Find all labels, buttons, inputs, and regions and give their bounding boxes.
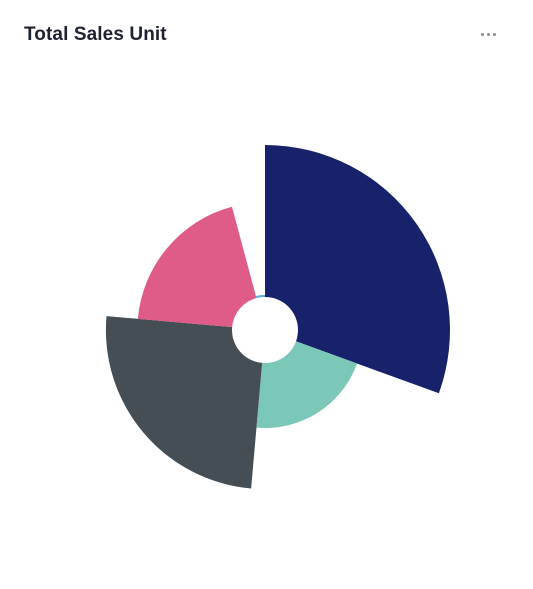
chart-center-hole: [232, 297, 298, 363]
chart-segments: [105, 145, 450, 489]
chart-title: Total Sales Unit: [24, 24, 167, 45]
more-dot: [480, 32, 484, 36]
more-options-icon[interactable]: [473, 22, 503, 46]
chart-segment-1[interactable]: [265, 145, 450, 394]
more-dot: [492, 32, 496, 36]
chart-segment-4[interactable]: [137, 206, 265, 330]
more-dot: [486, 32, 490, 36]
chart-segment-3[interactable]: [105, 316, 266, 489]
polar-area-chart: [105, 145, 450, 489]
